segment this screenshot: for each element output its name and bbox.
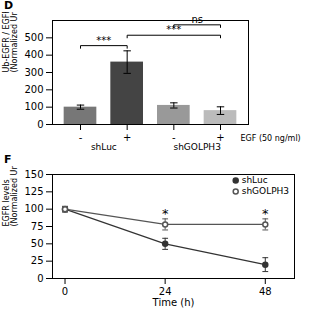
- svg-text:shLuc: shLuc: [242, 175, 268, 185]
- svg-text:150: 150: [24, 169, 43, 180]
- svg-text:500: 500: [24, 32, 43, 43]
- svg-text:100: 100: [24, 101, 43, 112]
- svg-text:+: +: [123, 132, 131, 143]
- svg-text:48: 48: [259, 286, 272, 297]
- svg-text:-: -: [79, 132, 83, 143]
- svg-text:24: 24: [159, 286, 172, 297]
- svg-text:shGOLPH3: shGOLPH3: [242, 186, 289, 196]
- svg-text:Ub-EGFR / EGFR(Normalized Unit: Ub-EGFR / EGFR(Normalized Units): [2, 12, 19, 73]
- svg-text:***: ***: [96, 35, 111, 46]
- svg-text:400: 400: [24, 49, 43, 60]
- svg-text:***: ***: [166, 24, 181, 35]
- svg-text:0: 0: [62, 286, 68, 297]
- svg-text:300: 300: [24, 67, 43, 78]
- html-text:D: D: [4, 0, 14, 12]
- svg-text:50: 50: [31, 238, 44, 249]
- svg-text:100: 100: [24, 203, 43, 214]
- svg-text:EGFR levels(Normalized Units): EGFR levels(Normalized Units): [2, 166, 19, 227]
- svg-text:25: 25: [31, 255, 44, 266]
- svg-text:*: *: [262, 206, 269, 221]
- svg-text:75: 75: [31, 221, 44, 232]
- svg-text:shLuc: shLuc: [91, 142, 117, 152]
- html-text:F: F: [4, 153, 12, 166]
- svg-text:200: 200: [24, 84, 43, 95]
- svg-text:*: *: [162, 206, 169, 221]
- svg-text:EGF (50 ng/ml): EGF (50 ng/ml): [241, 134, 301, 143]
- svg-text:0: 0: [37, 273, 43, 284]
- svg-text:Time (h): Time (h): [152, 297, 195, 308]
- svg-text:0: 0: [37, 119, 43, 130]
- svg-text:125: 125: [24, 186, 43, 197]
- svg-text:shGOLPH3: shGOLPH3: [173, 142, 220, 152]
- svg-text:ns: ns: [191, 14, 203, 25]
